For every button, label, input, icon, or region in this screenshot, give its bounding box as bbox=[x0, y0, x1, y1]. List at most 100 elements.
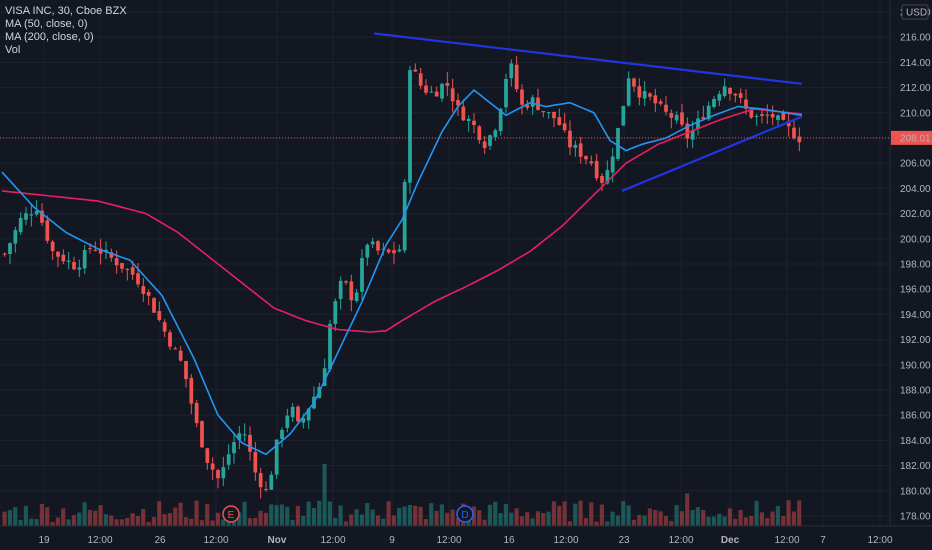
volume-bar bbox=[157, 501, 162, 526]
candle-body bbox=[424, 85, 428, 93]
price-tick-label: 194.00 bbox=[900, 310, 931, 321]
volume-bar bbox=[125, 518, 130, 526]
candle bbox=[360, 249, 364, 300]
candle bbox=[482, 135, 487, 155]
candle-body bbox=[509, 63, 514, 79]
volume-bar bbox=[711, 516, 716, 526]
candle bbox=[45, 215, 50, 244]
candle bbox=[738, 88, 743, 104]
time-tick-label: 7 bbox=[820, 535, 826, 546]
candle bbox=[733, 92, 738, 103]
volume-bar bbox=[354, 509, 359, 526]
candle-body bbox=[530, 97, 535, 107]
candle bbox=[712, 96, 716, 109]
dividend-marker[interactable]: D bbox=[456, 505, 474, 523]
marker-letter: D bbox=[461, 510, 468, 521]
volume-bar bbox=[178, 502, 183, 526]
candle-body bbox=[109, 252, 114, 258]
candle-body bbox=[285, 415, 290, 428]
volume-bar bbox=[151, 516, 156, 526]
candle bbox=[354, 288, 359, 303]
volume-bar bbox=[765, 518, 770, 526]
candle bbox=[456, 93, 460, 116]
marker-letter: E bbox=[228, 510, 235, 521]
earnings-marker[interactable]: E bbox=[222, 505, 240, 523]
candle bbox=[594, 153, 599, 182]
volume-bar bbox=[482, 519, 487, 526]
candle-body bbox=[738, 93, 743, 98]
candle-body bbox=[290, 406, 295, 418]
legend-symbol[interactable]: VISA INC, 30, Cboe BZX bbox=[5, 5, 127, 17]
candle-body bbox=[120, 262, 124, 269]
candle bbox=[648, 92, 652, 101]
candle-body bbox=[125, 269, 130, 271]
ma200-line bbox=[1, 108, 803, 333]
candle-body bbox=[8, 243, 12, 254]
candle-body bbox=[616, 128, 620, 159]
volume-bar bbox=[162, 514, 167, 526]
candle bbox=[338, 276, 343, 310]
price-tick-label: 212.00 bbox=[900, 83, 931, 94]
volume-bar bbox=[402, 506, 407, 526]
price-axis-bg bbox=[890, 0, 932, 550]
volume-bar bbox=[215, 512, 220, 526]
price-tick-label: 210.00 bbox=[900, 108, 931, 119]
candle-body bbox=[168, 332, 172, 347]
price-tick-label: 192.00 bbox=[900, 335, 931, 346]
candle-body bbox=[82, 249, 87, 269]
volume-bar bbox=[498, 513, 503, 526]
candle bbox=[754, 113, 759, 126]
candle bbox=[93, 241, 98, 252]
volume-bar bbox=[455, 517, 460, 526]
candle-body bbox=[637, 86, 642, 98]
time-tick-label: 16 bbox=[503, 535, 515, 546]
volume-bar bbox=[770, 511, 775, 526]
candle bbox=[237, 426, 242, 450]
volume-bar bbox=[306, 501, 311, 526]
candle bbox=[509, 59, 514, 87]
candle-body bbox=[504, 78, 508, 108]
candle bbox=[146, 289, 151, 306]
candle bbox=[578, 136, 583, 164]
volume-bar bbox=[637, 515, 642, 526]
candle-body bbox=[370, 241, 375, 245]
candle-body bbox=[733, 93, 738, 96]
candle bbox=[285, 408, 290, 433]
candle-body bbox=[450, 88, 455, 102]
volume-bar bbox=[66, 519, 71, 526]
candle bbox=[616, 127, 620, 162]
volume-bar bbox=[743, 517, 748, 526]
candle bbox=[770, 105, 775, 126]
volume-bar bbox=[503, 503, 508, 526]
time-tick-label: 23 bbox=[618, 535, 630, 546]
price-tick-label: 204.00 bbox=[900, 184, 931, 195]
candle-body bbox=[584, 156, 588, 160]
candle bbox=[402, 179, 407, 254]
volume-bar bbox=[301, 515, 306, 526]
candle-body bbox=[194, 402, 199, 424]
volume-bar bbox=[269, 504, 274, 526]
legend-ma50[interactable]: MA (50, close, 0) bbox=[5, 18, 88, 30]
candle-body bbox=[605, 170, 610, 184]
currency-box-frame bbox=[901, 4, 929, 20]
candle-body bbox=[456, 99, 460, 106]
volume-bar bbox=[274, 505, 279, 526]
candle bbox=[418, 67, 423, 90]
candle bbox=[392, 241, 396, 264]
candle-body bbox=[322, 368, 327, 386]
candle bbox=[445, 72, 450, 96]
candle-body bbox=[701, 117, 706, 119]
volume-bar bbox=[450, 509, 455, 526]
candle-body bbox=[562, 123, 567, 131]
candle bbox=[328, 319, 332, 372]
last-price-text: 208.01 bbox=[900, 133, 931, 144]
volume-bar bbox=[477, 510, 482, 526]
legend-ma200[interactable]: MA (200, close, 0) bbox=[5, 31, 94, 43]
volume-bar bbox=[135, 516, 140, 526]
time-tick-label: 12:00 bbox=[668, 535, 693, 546]
candle bbox=[525, 100, 530, 111]
volume-bar bbox=[701, 510, 706, 526]
legend-vol[interactable]: Vol bbox=[5, 44, 21, 56]
